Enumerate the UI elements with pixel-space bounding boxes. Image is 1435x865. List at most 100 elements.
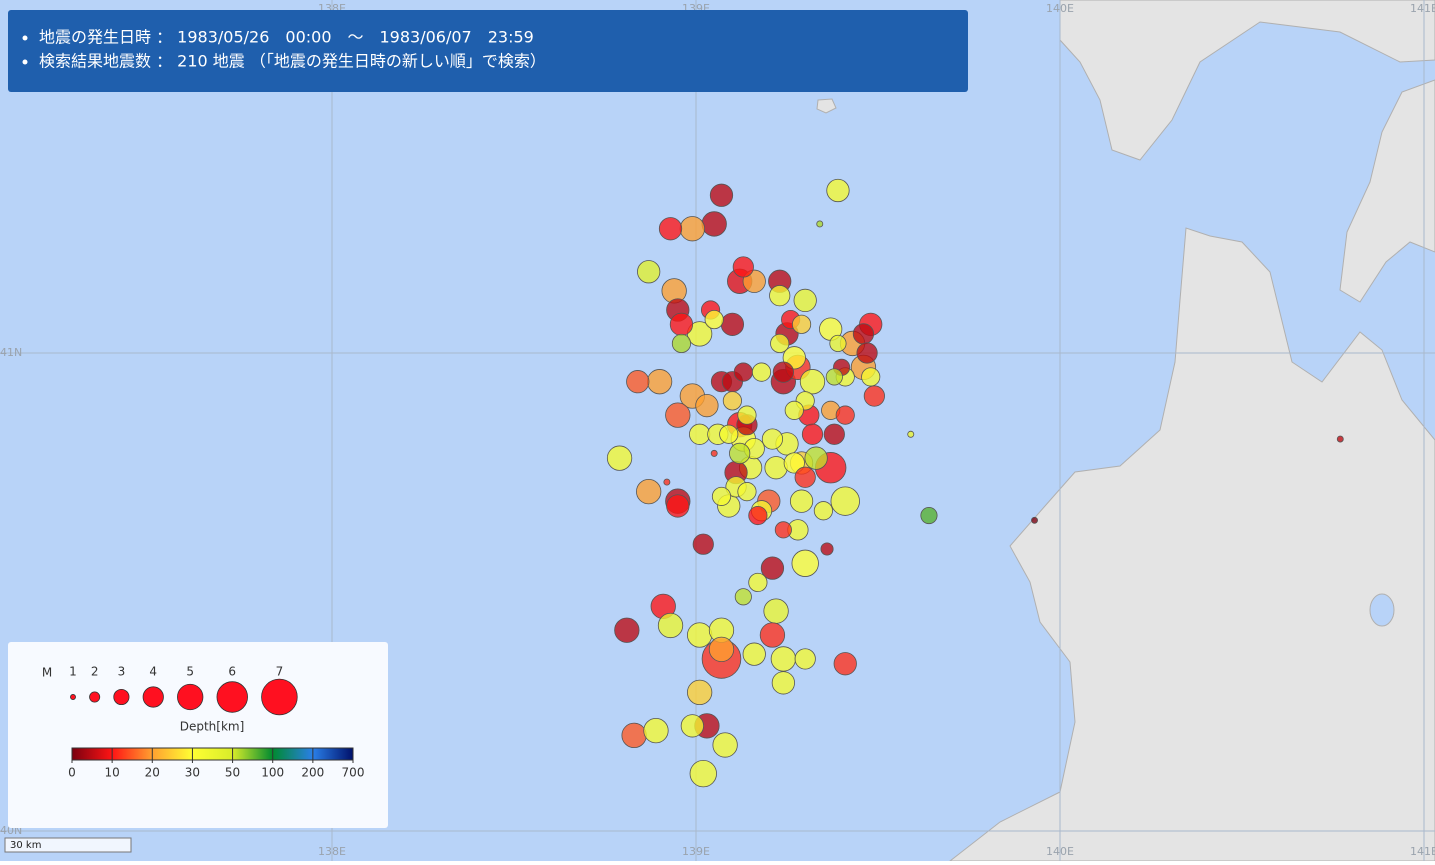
bullet	[22, 35, 28, 41]
lon-label: 139E	[682, 845, 710, 858]
earthquake	[794, 648, 816, 670]
earthquake	[783, 452, 805, 474]
depth-tick-label: 200	[301, 766, 324, 780]
header-line: 地震の発生日時 ： 1983/05/26 00:00 ～ 1983/06/07 …	[39, 28, 534, 47]
earthquake	[626, 370, 650, 394]
magnitude-value: 5	[186, 665, 194, 679]
earthquake	[770, 646, 796, 672]
earthquake	[621, 722, 647, 749]
depth-tick-label: 10	[105, 766, 120, 780]
earthquakes	[606, 178, 1344, 788]
depth-tick-label: 100	[261, 766, 284, 780]
earthquake	[671, 333, 692, 354]
earthquake	[657, 612, 684, 639]
earthquake	[835, 405, 855, 425]
earthquake	[852, 323, 875, 345]
earthquake	[614, 617, 640, 643]
lon-label: 141E	[1410, 2, 1435, 15]
earthquake	[732, 256, 754, 278]
earthquake	[665, 402, 691, 428]
earthquake	[791, 314, 812, 334]
magnitude-value: 3	[118, 665, 126, 679]
magnitude-value: 1	[69, 665, 77, 679]
earthquake	[663, 478, 671, 486]
legend-bg	[8, 642, 388, 828]
magnitude-label: M	[42, 666, 52, 680]
earthquake	[863, 385, 885, 407]
land	[816, 0, 1435, 862]
header-line: 検索結果地震数 ： 210 地震 （「地震の発生日時の新しい順」で検索）	[39, 52, 546, 71]
earthquake	[856, 342, 878, 364]
magnitude-symbol	[261, 678, 298, 716]
depth-tick-label: 30	[185, 766, 200, 780]
header-panel: 地震の発生日時 ： 1983/05/26 00:00 ～ 1983/06/07 …	[8, 10, 968, 92]
earthquake	[679, 216, 705, 242]
earthquake	[920, 506, 938, 525]
earthquake	[742, 642, 766, 666]
depth-tick-label: 50	[225, 766, 240, 780]
earthquake	[701, 211, 727, 237]
earthquake	[729, 442, 751, 464]
earthquake	[760, 556, 785, 580]
magnitude-symbol	[216, 681, 248, 713]
earthquake	[704, 309, 724, 330]
lon-label: 138E	[318, 845, 346, 858]
magnitude-value: 2	[91, 665, 99, 679]
depth-colorbar	[71, 747, 354, 761]
earthquake	[737, 482, 757, 502]
earthquake	[784, 400, 804, 420]
earthquake	[761, 428, 784, 450]
earthquake	[794, 466, 816, 488]
earthquake	[763, 598, 789, 624]
earthquake	[637, 260, 661, 284]
earthquake	[680, 714, 704, 738]
lon-label: 140E	[1046, 845, 1074, 858]
earthquake	[826, 178, 850, 203]
earthquake	[669, 312, 694, 336]
earthquake	[643, 717, 669, 744]
depth-tick-label: 0	[68, 766, 76, 780]
earthquake	[771, 671, 795, 695]
earthquake	[804, 446, 828, 470]
earthquake	[1031, 516, 1038, 524]
earthquake	[646, 369, 673, 395]
earthquake	[772, 361, 794, 383]
earthquake	[710, 449, 718, 457]
magnitude-value: 6	[228, 665, 236, 679]
depth-title: Depth[km]	[180, 720, 245, 734]
magnitude-value: 7	[276, 665, 284, 679]
lat-label: 41N	[0, 346, 22, 359]
earthquake	[789, 489, 814, 513]
scale-box	[4, 837, 132, 853]
legend: M Depth[km] 1 2 3 4 5 6 7 0 10 20 30 50 100 200 700	[8, 642, 388, 828]
earthquake	[764, 456, 788, 480]
earthquake	[658, 217, 683, 241]
earthquake	[719, 424, 739, 444]
magnitude-value: 4	[149, 665, 157, 679]
depth-tick-label: 20	[145, 766, 160, 780]
earthquake	[720, 312, 745, 336]
earthquake	[687, 622, 713, 648]
earthquake	[734, 588, 752, 606]
earthquake	[793, 288, 817, 313]
earthquake	[791, 549, 819, 577]
magnitude-symbol	[89, 691, 101, 703]
earthquake	[813, 501, 833, 521]
depth-tick-label: 700	[342, 766, 365, 780]
magnitude-symbol	[177, 683, 204, 711]
earthquake	[712, 732, 738, 758]
earthquake	[692, 533, 714, 555]
earthquake	[709, 183, 734, 207]
magnitude-symbol	[70, 694, 76, 700]
earthquake	[907, 430, 915, 438]
earthquake	[830, 486, 860, 516]
earthquake	[711, 486, 732, 506]
earthquake	[770, 333, 790, 354]
earthquake	[774, 521, 792, 539]
lon-label: 140E	[1046, 2, 1074, 15]
earthquake	[689, 759, 717, 788]
earthquake	[737, 405, 757, 425]
earthquake	[687, 679, 713, 706]
